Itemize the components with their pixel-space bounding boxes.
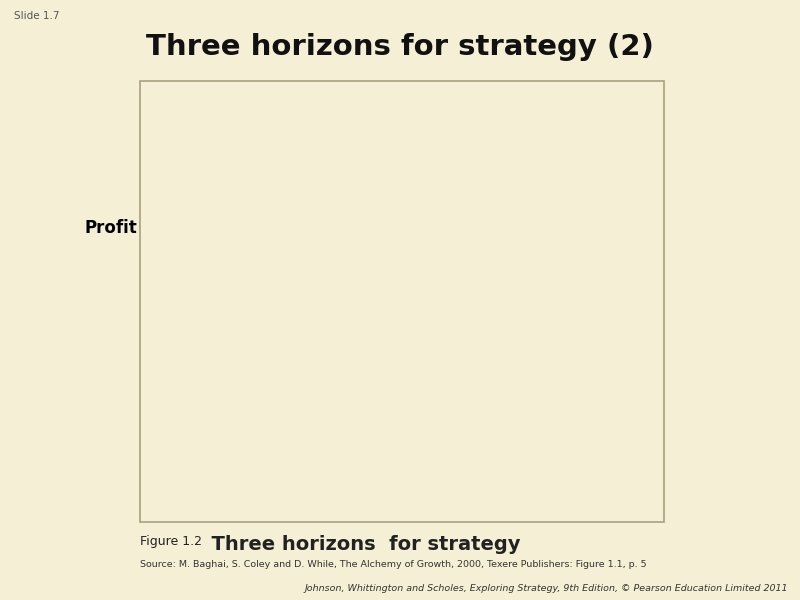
- Text: Time (years): Time (years): [360, 398, 478, 416]
- Text: ‘profit’ on the vertical axis can be replaced by non-profit objectives;: ‘profit’ on the vertical axis can be rep…: [157, 404, 559, 418]
- Text: Three horizons  for strategy: Three horizons for strategy: [198, 535, 520, 554]
- Text: Figure 1.2: Figure 1.2: [140, 535, 202, 548]
- Text: Three horizons for strategy (2): Three horizons for strategy (2): [146, 33, 654, 61]
- Text: Slide 1.7: Slide 1.7: [14, 11, 60, 21]
- Text: Profit: Profit: [84, 219, 137, 237]
- Text: Johnson, Whittington and Scholes, Exploring Strategy, 9th Edition, © Pearson Edu: Johnson, Whittington and Scholes, Explor…: [305, 584, 788, 593]
- Text: ‘business’ can refer to any set of activities;: ‘business’ can refer to any set of activ…: [157, 444, 412, 457]
- Text: Note:: Note:: [157, 379, 189, 392]
- Text: Source: M. Baghai, S. Coley and D. While, The Alchemy of Growth, 2000, Texere Pu: Source: M. Baghai, S. Coley and D. While…: [140, 560, 646, 569]
- Text: ‘time’ can refer to a varying number of years.: ‘time’ can refer to a varying number of …: [157, 482, 428, 496]
- Text: Horizon 1 > extend and defend core business: Horizon 1 > extend and defend core busin…: [362, 275, 633, 289]
- Text: Horizon 2 > build emerging businesses: Horizon 2 > build emerging businesses: [390, 216, 622, 229]
- Text: Horizon 3 > create viable options: Horizon 3 > create viable options: [419, 162, 617, 175]
